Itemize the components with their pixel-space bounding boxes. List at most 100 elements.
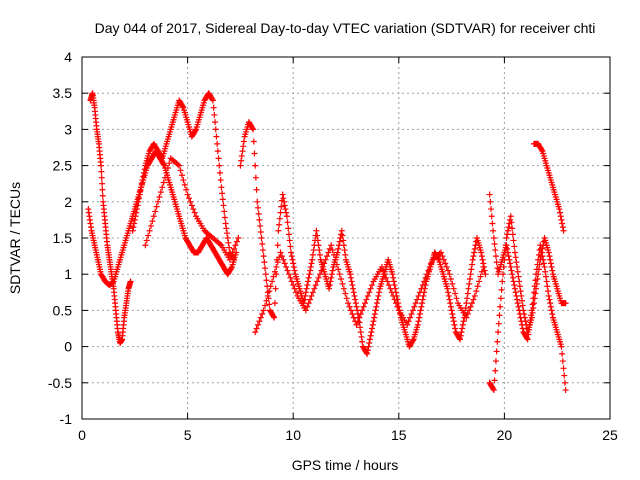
data-point — [340, 242, 347, 249]
data-point — [557, 209, 564, 216]
data-point — [138, 184, 145, 191]
data-point — [387, 285, 394, 292]
data-point — [540, 260, 547, 267]
data-point — [304, 282, 311, 289]
data-point — [497, 303, 504, 310]
data-point — [549, 267, 556, 274]
data-point — [159, 184, 166, 191]
data-point — [490, 227, 497, 234]
data-point — [283, 213, 290, 220]
data-point — [503, 235, 510, 241]
data-point — [279, 191, 286, 198]
data-point — [389, 271, 396, 278]
data-point — [471, 245, 478, 252]
data-point — [229, 249, 236, 256]
data-point — [416, 311, 423, 318]
data-point — [516, 278, 523, 285]
data-point — [157, 189, 164, 196]
data-point — [457, 336, 464, 343]
data-point — [309, 256, 316, 263]
data-point — [418, 303, 425, 310]
data-point — [425, 267, 432, 274]
data-point — [253, 186, 260, 193]
data-point — [476, 278, 483, 285]
data-point — [131, 216, 138, 223]
data-point — [250, 126, 257, 133]
data-point — [149, 218, 156, 225]
data-point — [332, 256, 339, 263]
data-point — [495, 329, 502, 336]
data-point — [525, 331, 532, 338]
data-point — [315, 242, 322, 249]
data-point — [362, 300, 369, 307]
data-point — [512, 254, 519, 261]
data-point — [273, 263, 280, 270]
data-point — [99, 192, 106, 199]
data-point — [407, 314, 414, 321]
data-point — [226, 244, 233, 251]
data-point — [228, 253, 235, 260]
data-point — [492, 358, 499, 365]
data-point — [214, 140, 221, 147]
data-point — [556, 206, 563, 213]
data-point — [276, 215, 283, 222]
data-point — [388, 289, 395, 296]
data-point — [523, 335, 530, 342]
data-point — [306, 271, 313, 278]
data-point — [142, 242, 149, 249]
data-point — [513, 259, 520, 266]
data-point — [371, 314, 378, 321]
data-point — [221, 214, 228, 221]
data-point — [162, 174, 169, 181]
data-point — [288, 249, 295, 256]
data-point — [365, 343, 372, 350]
data-point — [357, 311, 364, 318]
data-point — [260, 253, 267, 260]
data-point — [180, 177, 187, 184]
data-point — [546, 296, 553, 303]
data-point — [469, 256, 476, 263]
data-point — [256, 216, 263, 223]
data-point — [507, 263, 514, 270]
series-trace-a — [85, 148, 240, 289]
data-point — [276, 254, 283, 261]
data-point — [363, 296, 370, 303]
data-point — [514, 263, 521, 270]
data-point — [284, 219, 291, 226]
series-trace-h — [486, 191, 569, 394]
data-point — [503, 242, 510, 249]
data-point — [257, 228, 264, 235]
data-point — [304, 278, 311, 285]
data-point — [338, 231, 345, 238]
data-point — [302, 292, 309, 299]
data-point — [509, 225, 516, 232]
data-point — [191, 209, 198, 216]
data-point — [375, 292, 382, 299]
data-point — [252, 329, 259, 336]
data-point — [219, 190, 226, 197]
series-trace-c — [129, 90, 238, 263]
data-point — [463, 314, 470, 321]
data-point — [509, 274, 516, 281]
data-point — [329, 247, 336, 254]
data-point — [543, 278, 550, 285]
data-point — [547, 256, 554, 263]
data-point — [99, 180, 106, 187]
data-point — [513, 292, 520, 299]
data-point — [491, 377, 498, 384]
data-point — [160, 161, 167, 168]
data-point — [457, 332, 464, 339]
data-point — [466, 307, 473, 314]
series-trace-b — [87, 90, 134, 346]
data-point — [302, 289, 309, 296]
data-point — [327, 278, 334, 285]
data-point — [451, 321, 458, 328]
data-point — [220, 202, 227, 209]
data-point — [482, 271, 489, 278]
data-point — [308, 260, 315, 267]
data-point — [504, 227, 511, 234]
data-point — [416, 314, 423, 321]
data-point — [263, 297, 270, 304]
data-point — [519, 302, 526, 309]
data-point — [447, 303, 454, 310]
